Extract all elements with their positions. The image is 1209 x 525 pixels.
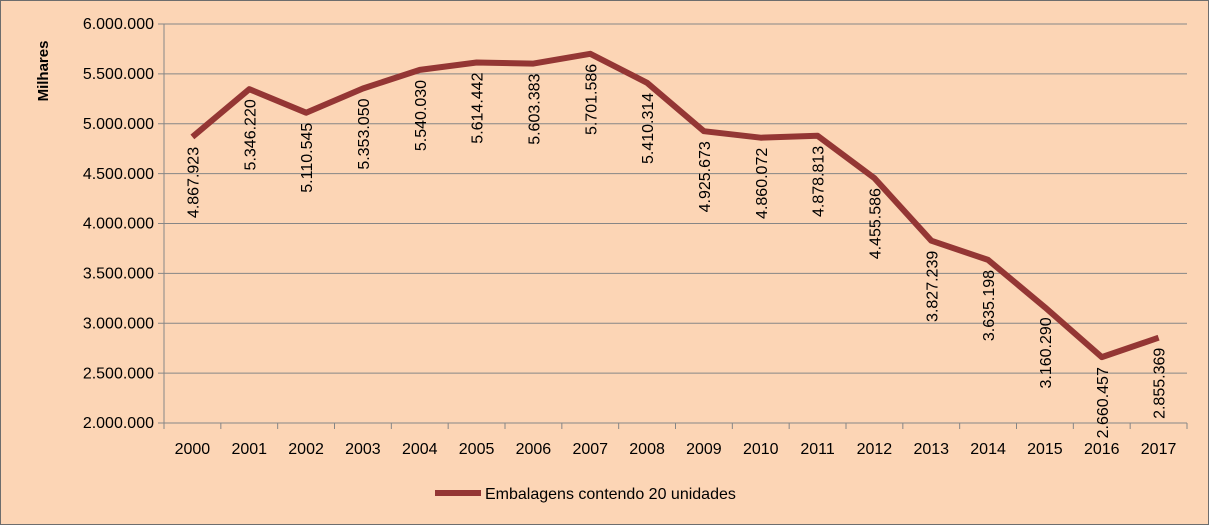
x-tick-label: 2010 xyxy=(743,441,779,458)
data-label: 5.353.050 xyxy=(356,98,373,169)
data-label: 5.603.383 xyxy=(526,73,543,144)
x-tick-label: 2009 xyxy=(686,441,722,458)
data-point xyxy=(417,67,423,73)
x-tick-label: 2005 xyxy=(459,441,495,458)
x-tick-label: 2000 xyxy=(175,441,211,458)
data-label: 4.860.072 xyxy=(754,148,771,219)
data-point xyxy=(758,135,764,141)
y-tick-label: 2.000.000 xyxy=(83,415,154,432)
data-point xyxy=(928,238,934,244)
data-label: 5.110.545 xyxy=(299,123,316,193)
series-line xyxy=(190,50,1160,361)
data-label: 5.346.220 xyxy=(242,99,259,170)
x-tick-label: 2003 xyxy=(345,441,381,458)
data-point xyxy=(474,59,480,65)
x-tick-label: 2011 xyxy=(800,441,835,458)
x-tick-label: 2008 xyxy=(629,441,665,458)
x-tick-label: 2007 xyxy=(572,441,608,458)
y-tick-label: 5.000.000 xyxy=(83,116,154,133)
data-label: 5.540.030 xyxy=(413,80,430,151)
y-tick-label: 4.500.000 xyxy=(83,166,154,183)
data-point xyxy=(1099,354,1105,360)
y-axis-title: Milhares xyxy=(35,41,52,102)
data-point xyxy=(360,86,366,92)
data-point xyxy=(530,61,536,67)
data-point xyxy=(587,51,593,57)
data-label: 5.614.442 xyxy=(470,72,487,143)
x-tick-label: 2012 xyxy=(857,441,893,458)
data-label: 4.925.673 xyxy=(697,141,714,212)
data-point xyxy=(189,134,195,140)
y-tick-label: 4.000.000 xyxy=(83,216,154,233)
data-label: 3.635.198 xyxy=(981,270,998,341)
data-point xyxy=(246,86,252,92)
data-label: 3.160.290 xyxy=(1038,317,1055,388)
y-tick-label: 2.500.000 xyxy=(83,365,154,382)
data-label: 3.827.239 xyxy=(924,251,941,322)
data-point xyxy=(644,80,650,86)
y-tick-label: 6.000.000 xyxy=(83,16,154,33)
x-tick-label: 2004 xyxy=(402,441,438,458)
data-point xyxy=(985,257,991,263)
data-label: 4.455.586 xyxy=(867,188,884,259)
y-tick-label: 3.500.000 xyxy=(83,266,154,283)
data-label: 2.855.369 xyxy=(1152,348,1169,419)
data-point xyxy=(1042,304,1048,310)
y-tick-label: 5.500.000 xyxy=(83,66,154,83)
x-tick-label: 2014 xyxy=(970,441,1006,458)
x-tick-label: 2006 xyxy=(516,441,552,458)
data-label: 4.867.923 xyxy=(185,147,202,218)
legend-label: Embalagens contendo 20 unidades xyxy=(485,486,736,503)
data-label: 5.410.314 xyxy=(640,93,657,164)
x-tick-label: 2013 xyxy=(913,441,949,458)
data-point xyxy=(871,175,877,181)
data-label: 5.701.586 xyxy=(583,64,600,135)
data-point xyxy=(303,110,309,116)
x-tick-label: 2015 xyxy=(1027,441,1063,458)
y-tick-label: 3.000.000 xyxy=(83,315,154,332)
x-tick-label: 2001 xyxy=(231,441,267,458)
x-tick-label: 2002 xyxy=(288,441,324,458)
x-tick-label: 2016 xyxy=(1084,441,1120,458)
data-label: 2.660.457 xyxy=(1095,367,1112,438)
data-point xyxy=(815,133,821,139)
data-point xyxy=(1156,335,1162,341)
x-tick-label: 2017 xyxy=(1141,441,1177,458)
data-point xyxy=(701,128,707,134)
data-label: 4.878.813 xyxy=(811,146,828,217)
